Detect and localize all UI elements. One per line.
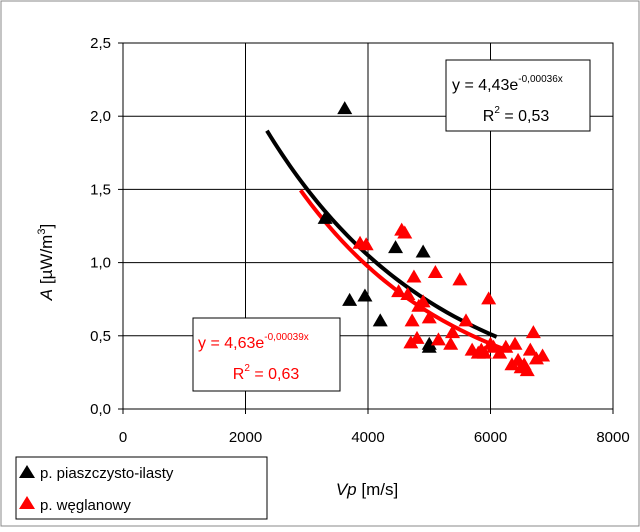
r2-black-value: = 0,53 xyxy=(500,108,549,125)
y-tick-label: 2,5 xyxy=(90,35,111,52)
y-axis-title: A [µW/m3] xyxy=(36,224,56,301)
data-point-series-1 xyxy=(443,336,459,350)
r2-red-value: = 0,63 xyxy=(250,366,299,383)
data-point-series-0 xyxy=(415,244,431,258)
data-point-series-0 xyxy=(337,101,353,115)
data-point-series-1 xyxy=(397,225,413,239)
data-point-series-0 xyxy=(388,240,404,254)
equation-box-red-frame xyxy=(192,317,341,392)
r2-black: R2 = 0,53 xyxy=(483,105,550,125)
r2-red-label: R xyxy=(233,366,245,383)
r2-red-sup: 2 xyxy=(244,363,250,374)
trendline-0 xyxy=(265,129,498,339)
data-point-series-1 xyxy=(476,345,492,359)
legend: p. piaszczysto-ilasty p. węglanowy xyxy=(15,456,268,520)
data-point-series-0 xyxy=(342,292,358,306)
data-point-series-1 xyxy=(522,342,538,356)
data-point-series-0 xyxy=(372,313,388,327)
data-point-series-0 xyxy=(357,288,373,302)
x-axis-var: Vp xyxy=(336,480,357,499)
equation-box-black: y = 4,43e-0,00036x R2 = 0,53 xyxy=(445,59,591,132)
data-point-series-1 xyxy=(445,325,461,339)
legend-label-red: p. węglanowy xyxy=(40,497,131,514)
data-point-series-1 xyxy=(486,339,502,353)
data-point-series-1 xyxy=(421,310,437,324)
y-axis-unit-sup: 3 xyxy=(36,229,48,235)
equation-red-base: y = 4,63e xyxy=(198,335,264,352)
data-point-series-1 xyxy=(481,291,497,305)
equation-black-exp: -0,00036x xyxy=(518,74,562,85)
data-point-series-1 xyxy=(406,269,422,283)
data-point-series-1 xyxy=(507,336,523,350)
equation-red: y = 4,63e-0,00039x xyxy=(198,332,309,352)
equation-black-base: y = 4,43e xyxy=(452,77,518,94)
equation-box-red: y = 4,63e-0,00039x R2 = 0,63 xyxy=(192,317,341,392)
x-tick-label: 4000 xyxy=(351,429,384,446)
r2-black-label: R xyxy=(483,108,495,125)
data-point-series-1 xyxy=(535,348,551,362)
axis-ticks: 0 2000 4000 6000 8000 0,0 0,5 1,0 1,5 2,0 2,5 xyxy=(90,35,630,446)
y-tick-label: 0,5 xyxy=(90,328,111,345)
y-tick-label: 1,0 xyxy=(90,255,111,272)
x-tick-label: 0 xyxy=(119,429,127,446)
data-point-series-1 xyxy=(409,330,425,344)
r2-black-sup: 2 xyxy=(494,105,500,116)
y-axis-unit-end: ] xyxy=(37,224,56,229)
equation-red-exp: -0,00039x xyxy=(264,332,308,343)
y-axis-unit: [µW/m xyxy=(37,235,56,284)
data-point-series-1 xyxy=(427,265,443,279)
x-tick-label: 8000 xyxy=(596,429,629,446)
legend-label-black: p. piaszczysto-ilasty xyxy=(40,465,174,482)
r2-red: R2 = 0,63 xyxy=(233,363,300,383)
data-point-series-1 xyxy=(525,325,541,339)
data-point-series-1 xyxy=(391,284,407,298)
equation-black: y = 4,43e-0,00036x xyxy=(452,74,563,94)
data-point-series-0 xyxy=(421,339,437,353)
y-tick-label: 0,0 xyxy=(90,401,111,418)
x-tick-label: 6000 xyxy=(474,429,507,446)
x-axis-title: Vp [m/s] xyxy=(336,480,398,499)
legend-marker-black xyxy=(19,465,35,478)
x-axis-unit: [m/s] xyxy=(361,480,398,499)
legend-marker-red xyxy=(19,496,35,509)
data-points xyxy=(317,101,551,377)
equation-box-black-frame xyxy=(445,59,591,132)
x-tick-label: 2000 xyxy=(229,429,262,446)
y-tick-label: 1,5 xyxy=(90,181,111,198)
data-point-series-1 xyxy=(519,363,535,377)
y-tick-label: 2,0 xyxy=(90,108,111,125)
y-axis-var: A xyxy=(37,289,56,301)
data-point-series-1 xyxy=(452,272,468,286)
data-point-series-0 xyxy=(317,210,333,224)
data-point-series-1 xyxy=(400,287,416,301)
data-point-series-1 xyxy=(404,313,420,327)
data-point-series-1 xyxy=(430,332,446,346)
legend-frame xyxy=(15,456,268,520)
data-point-series-1 xyxy=(458,313,474,327)
data-point-series-1 xyxy=(358,237,374,251)
data-point-series-1 xyxy=(415,294,431,308)
